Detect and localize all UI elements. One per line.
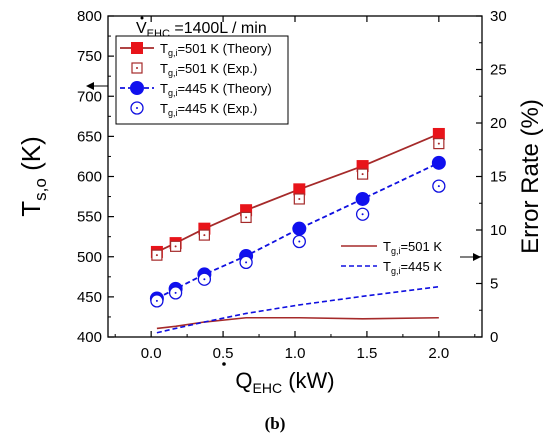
- x-axis-label: QEHC (kW): [235, 368, 334, 396]
- legend-entry-part-1: g,i: [168, 108, 178, 118]
- exp-point-center: [203, 234, 206, 237]
- exp-point-center: [155, 254, 158, 257]
- legend-entry: Tg,i=501 K (Theory): [160, 41, 272, 58]
- y-tick-label-left: 800: [77, 8, 102, 25]
- left-axis-arrow-head: [86, 82, 94, 90]
- y-axis-left-label-group: Ts,o (K): [16, 136, 50, 216]
- y-tick-label-right: 15: [490, 169, 507, 186]
- x-tick-label: 0.5: [213, 345, 234, 362]
- legend-entry: Tg,i=501 K (Exp.): [160, 61, 257, 78]
- y-tick-label-left: 550: [77, 209, 102, 226]
- x-tick-label: 2.0: [428, 345, 449, 362]
- error-legend-entry-part-0: T: [383, 259, 391, 274]
- legend-marker-center: [136, 107, 138, 109]
- y-tick-label-left: 700: [77, 88, 102, 105]
- legend-marker: [131, 42, 143, 54]
- error-legend-entry: Tg,i=501 K: [383, 239, 442, 256]
- y-tick-label-right: 25: [490, 62, 507, 79]
- legend-entry-part-0: T: [160, 61, 168, 76]
- y-axis-right-label: Error Rate (%): [517, 99, 544, 254]
- exp-point-center: [298, 240, 301, 243]
- exp-point-center: [437, 185, 440, 188]
- legend-entry-part-2: =445 K (Theory): [177, 81, 271, 96]
- y-tick-label-right: 10: [490, 222, 507, 239]
- y-tick-label-right: 30: [490, 8, 507, 25]
- chart-svg: 0.0 0.5 1.0 1.5 2.0 400 450 500 550 600 650 700 750 8…: [16, 8, 544, 396]
- exp-point-center: [437, 142, 440, 145]
- x-axis-label-part-1: EHC: [253, 380, 283, 396]
- error-legend-entry-part-0: T: [383, 239, 391, 254]
- x-axis-label-part-2: (kW): [282, 368, 335, 393]
- exp-point-center: [245, 261, 248, 264]
- y-axis-left-label-part-0: T: [16, 201, 46, 217]
- error-legend-entry-part-1: g,i: [391, 266, 401, 276]
- flow-annotation-part-2: =1400L / min: [170, 20, 267, 37]
- y-tick-label-right: 20: [490, 115, 507, 132]
- legend-marker: [130, 81, 144, 95]
- error-legend-entry-part-1: g,i: [391, 246, 401, 256]
- theory-point: [355, 191, 370, 206]
- exp-point-center: [361, 213, 364, 216]
- legend-box: [115, 35, 289, 125]
- legend-entry-part-0: T: [160, 101, 168, 116]
- legend-entry-part-0: T: [160, 81, 168, 96]
- y-tick-label-left: 500: [77, 249, 102, 266]
- theory-point: [431, 155, 446, 170]
- y-tick-label-left: 750: [77, 48, 102, 65]
- exp-point-center: [174, 245, 177, 248]
- y-axis-left-label-part-2: (K): [16, 136, 46, 178]
- y-tick-label-left: 650: [77, 128, 102, 145]
- y-axis-right-label-group: Error Rate (%): [517, 99, 544, 254]
- legend-entry-part-1: g,i: [168, 48, 178, 58]
- x-axis-label-part-0: Q: [235, 368, 252, 393]
- y-tick-label-left: 400: [77, 329, 102, 346]
- exp-point-center: [203, 278, 206, 281]
- legend-entry-part-0: T: [160, 41, 168, 56]
- theory-point: [432, 127, 445, 140]
- theory-point: [293, 183, 306, 196]
- theory-point: [292, 221, 307, 236]
- annotation-dot: [140, 16, 144, 20]
- legend-entry-part-2: =501 K (Exp.): [177, 61, 257, 76]
- right-axis-arrow-head: [473, 253, 481, 261]
- error-line: [156, 316, 439, 330]
- legend-entry-part-1: g,i: [168, 88, 178, 98]
- y-tick-label-left: 450: [77, 289, 102, 306]
- exp-point-center: [174, 291, 177, 294]
- legend-entry: Tg,i=445 K (Theory): [160, 81, 272, 98]
- exp-point-center: [298, 197, 301, 200]
- legend-marker-center: [136, 67, 138, 69]
- y-axis-left-label: Ts,o (K): [16, 136, 50, 216]
- x-tick-label: 1.0: [285, 345, 306, 362]
- panel-label: (b): [264, 414, 286, 433]
- legend-entry-part-1: g,i: [168, 68, 178, 78]
- legend-entry-part-2: =501 K (Theory): [177, 41, 271, 56]
- y-axis-left-label-part-1: s,o: [31, 178, 50, 201]
- y-tick-label-right: 0: [490, 329, 498, 346]
- error-legend-entry-part-2: =501 K: [400, 239, 442, 254]
- x-tick-label: 0.0: [141, 345, 162, 362]
- error-line: [156, 285, 439, 334]
- legend-entry: Tg,i=445 K (Exp.): [160, 101, 257, 118]
- y-tick-label-left: 600: [77, 169, 102, 186]
- x-label-dot: [222, 362, 226, 366]
- exp-point-center: [361, 173, 364, 176]
- y-tick-label-right: 5: [490, 276, 498, 293]
- error-legend-entry: Tg,i=445 K: [383, 259, 442, 276]
- x-tick-label: 1.5: [356, 345, 377, 362]
- flow-annotation-part-0: V: [136, 20, 147, 37]
- error-legend-entry-part-2: =445 K: [400, 259, 442, 274]
- exp-point-center: [155, 299, 158, 302]
- legend-entry-part-2: =445 K (Exp.): [177, 101, 257, 116]
- exp-point-center: [245, 216, 248, 219]
